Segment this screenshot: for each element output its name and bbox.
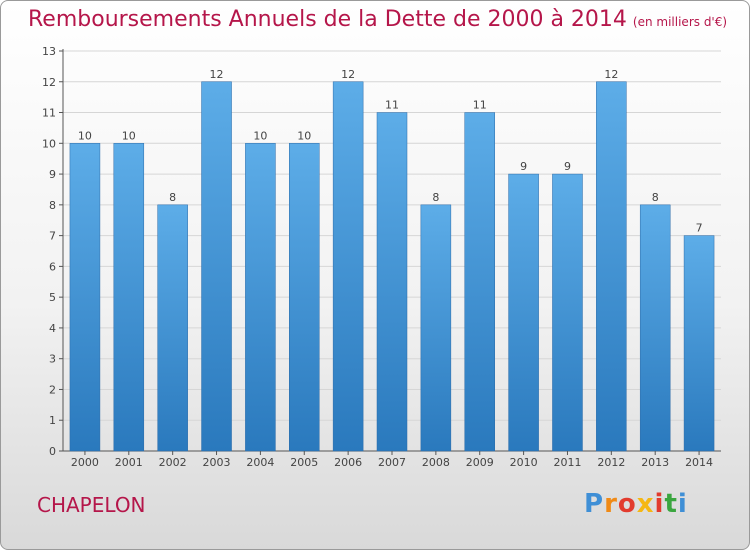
bar — [157, 204, 188, 452]
x-tick-label: 2011 — [553, 456, 581, 469]
bar — [596, 81, 627, 452]
bar — [420, 204, 452, 452]
y-tick-label: 13 — [42, 45, 56, 58]
bar-value-label: 11 — [385, 99, 399, 112]
x-tick-label: 2002 — [159, 456, 187, 469]
bar — [508, 173, 539, 452]
logo-letter: t — [664, 489, 678, 519]
bar-value-label: 11 — [473, 99, 487, 112]
y-tick-label: 1 — [49, 414, 56, 427]
logo-letter: i — [654, 489, 665, 519]
bar-value-label: 12 — [210, 68, 224, 81]
x-tick-label: 2001 — [115, 456, 143, 469]
bar — [552, 173, 583, 452]
x-tick-label: 2000 — [71, 456, 99, 469]
bar — [464, 112, 495, 452]
x-tick-label: 2014 — [685, 456, 713, 469]
x-tick-label: 2013 — [641, 456, 669, 469]
x-tick-label: 2007 — [378, 456, 406, 469]
town-name: CHAPELON — [37, 493, 146, 517]
y-tick-label: 0 — [49, 445, 56, 458]
y-tick-label: 7 — [49, 230, 56, 243]
y-tick-label: 11 — [42, 107, 56, 120]
bar — [245, 143, 276, 452]
bar — [201, 81, 232, 452]
bar-value-label: 9 — [564, 160, 571, 173]
y-tick-label: 12 — [42, 76, 56, 89]
bar-value-label: 12 — [604, 68, 618, 81]
bar-value-label: 10 — [253, 129, 267, 142]
logo-letter: P — [584, 489, 605, 519]
x-tick-label: 2010 — [510, 456, 538, 469]
bar-value-label: 10 — [78, 129, 92, 142]
x-tick-label: 2004 — [246, 456, 274, 469]
logo-letter: i — [677, 489, 688, 519]
x-tick-label: 2009 — [466, 456, 494, 469]
x-tick-label: 2006 — [334, 456, 362, 469]
y-tick-label: 8 — [49, 199, 56, 212]
chart-title-text: Remboursements Annuels de la Dette de 20… — [28, 7, 627, 32]
bar-value-label: 7 — [696, 222, 703, 235]
bar-value-label: 8 — [432, 191, 439, 204]
bar — [683, 235, 715, 452]
chart-unit: (en milliers d'€) — [632, 15, 728, 29]
x-tick-label: 2003 — [203, 456, 231, 469]
bar-value-label: 8 — [652, 191, 659, 204]
bar — [332, 81, 364, 452]
y-tick-label: 4 — [49, 322, 56, 335]
bar-value-label: 10 — [122, 129, 136, 142]
proxiti-logo: Proxiti — [584, 489, 688, 519]
x-tick-label: 2005 — [290, 456, 318, 469]
bar-value-label: 12 — [341, 68, 355, 81]
bar — [639, 204, 671, 452]
bar-value-label: 10 — [297, 129, 311, 142]
bar — [289, 143, 320, 452]
y-tick-label: 6 — [49, 260, 56, 273]
bar-value-label: 9 — [520, 160, 527, 173]
x-tick-label: 2008 — [422, 456, 450, 469]
bar — [376, 112, 408, 452]
y-tick-label: 3 — [49, 353, 56, 366]
y-tick-label: 10 — [42, 137, 56, 150]
bar-value-label: 8 — [169, 191, 176, 204]
y-tick-label: 2 — [49, 383, 56, 396]
logo-letter: x — [636, 489, 655, 519]
y-tick-label: 9 — [49, 168, 56, 181]
bar — [113, 143, 145, 452]
logo-letter: o — [617, 489, 637, 519]
y-tick-label: 5 — [49, 291, 56, 304]
chart-title: Remboursements Annuels de la Dette de 20… — [28, 7, 727, 32]
logo-letter: r — [604, 489, 618, 519]
x-tick-label: 2012 — [597, 456, 625, 469]
bar — [69, 143, 101, 452]
